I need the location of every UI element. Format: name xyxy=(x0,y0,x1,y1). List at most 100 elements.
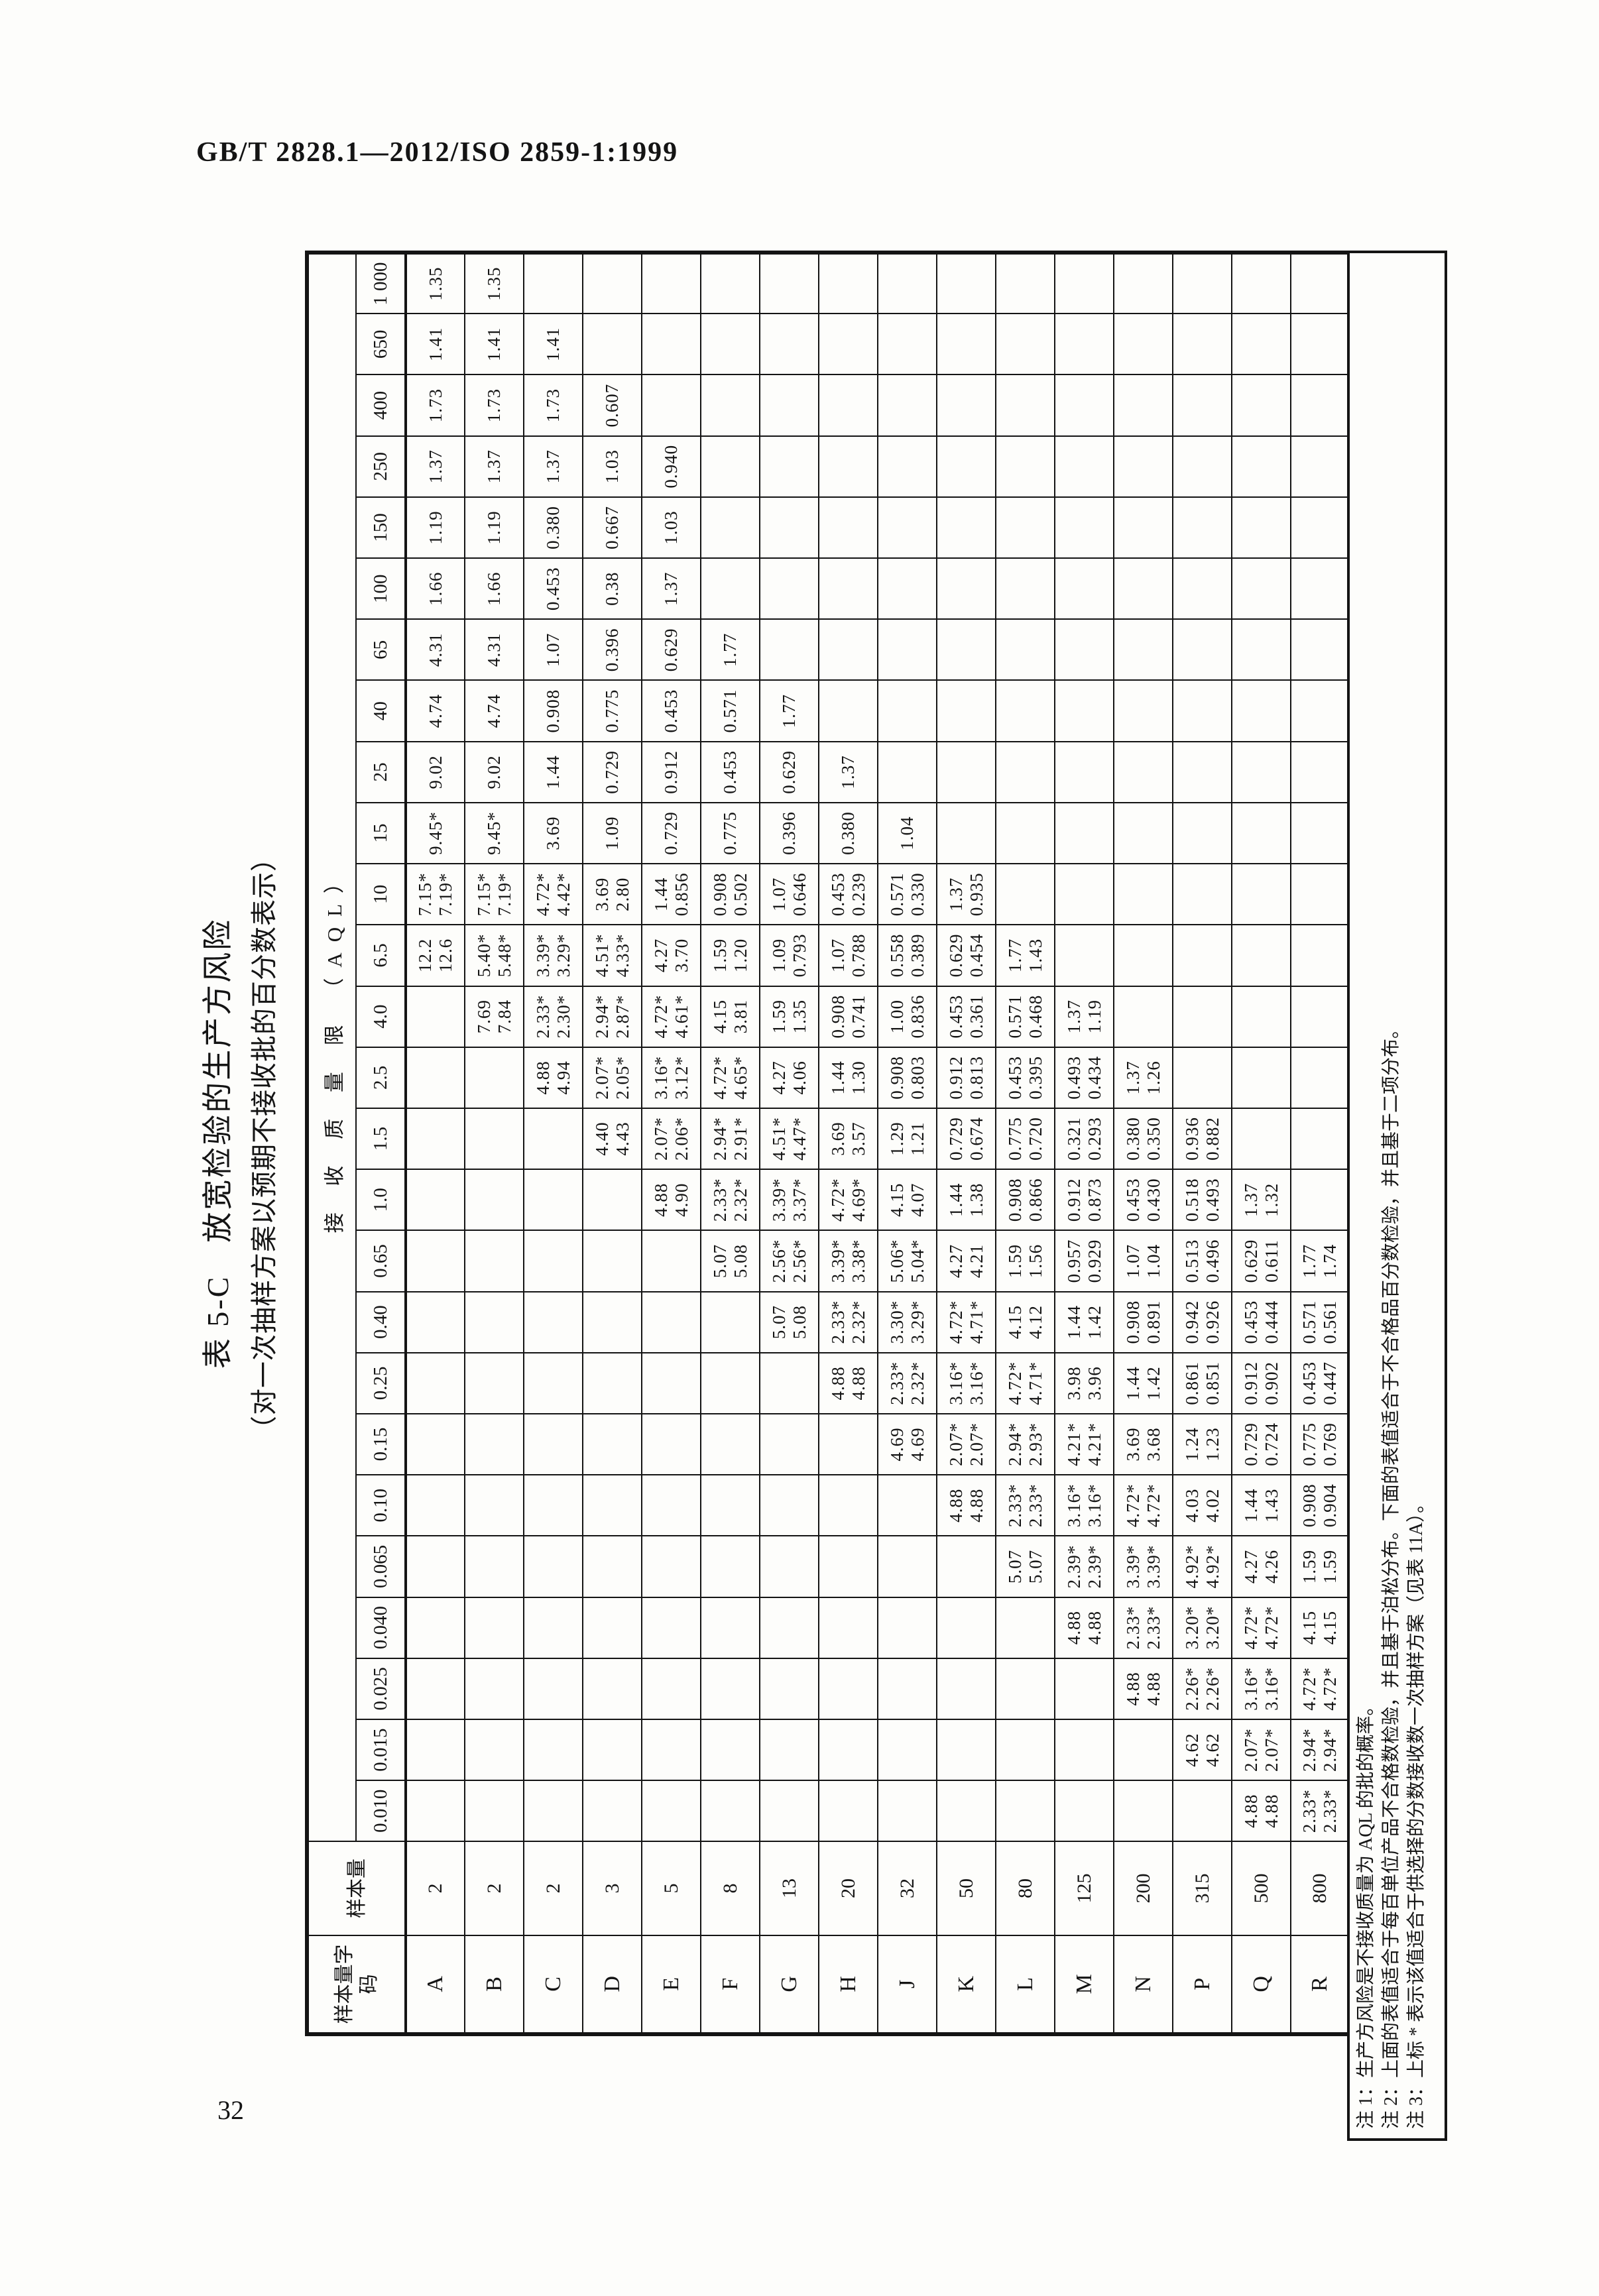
poisson-upper-value: 0.908 xyxy=(543,689,563,733)
poisson-upper-value: 4.27 xyxy=(945,1243,966,1279)
risk-value-cell: 1.24 1.23 xyxy=(1173,1413,1232,1475)
sample-size-cell: 50 xyxy=(937,1841,996,1935)
risk-value-cell xyxy=(583,1719,642,1781)
risk-value-cell xyxy=(1173,1780,1232,1842)
binomial-lower-value: 4.92* xyxy=(1202,1544,1222,1589)
risk-value-cell: 3.39* 3.37* xyxy=(760,1169,819,1231)
risk-value-cell xyxy=(819,253,878,314)
risk-value-cell: 2.07* 2.06* xyxy=(642,1108,701,1170)
risk-value-cell: 0.453 0.395 xyxy=(996,1047,1055,1108)
code-letter-row: Q 500 4.88 4.88 2.07* 2.07* 3.16* 3.16* 4.72* 4.7… xyxy=(1232,253,1291,2034)
code-letter-row: P 315 4.62 4.62 2.26* 2.26* 3.20* 3.20* 4.92* 4.9… xyxy=(1173,253,1232,2034)
risk-value-cell: 4.15 4.12 xyxy=(996,1291,1055,1353)
aql-col-header: 1.0 xyxy=(356,1169,406,1231)
aql-banner: 接 收 质 量 限 （AQL） xyxy=(307,253,356,1842)
poisson-upper-value: 0.908 xyxy=(709,872,730,917)
binomial-lower-value: 0.434 xyxy=(1084,1055,1104,1100)
risk-value-cell xyxy=(760,1475,819,1536)
poisson-upper-value: 4.88 xyxy=(532,1061,553,1095)
risk-value-cell xyxy=(878,1780,937,1842)
poisson-upper-value: 3.69 xyxy=(1122,1427,1143,1462)
poisson-upper-value: 1.73 xyxy=(484,388,504,423)
poisson-upper-value: 5.06* xyxy=(886,1239,907,1283)
binomial-lower-value: 4.65* xyxy=(730,1055,750,1100)
risk-value-cell: 0.775 xyxy=(701,802,760,864)
poisson-upper-value: 4.72* xyxy=(945,1300,966,1344)
binomial-lower-value: 4.47* xyxy=(789,1117,809,1161)
risk-value-cell xyxy=(1114,619,1173,681)
poisson-upper-value: 4.27 xyxy=(1240,1549,1261,1584)
poisson-upper-value: 3.69 xyxy=(827,1121,848,1156)
risk-value-cell: 2.26* 2.26* xyxy=(1173,1658,1232,1719)
risk-value-cell xyxy=(1173,741,1232,803)
risk-value-cell: 0.908 xyxy=(524,680,583,742)
binomial-lower-value: 3.16* xyxy=(1261,1666,1281,1711)
risk-value-cell xyxy=(760,1536,819,1597)
binomial-lower-value: 2.80 xyxy=(612,877,632,911)
risk-value-cell xyxy=(1232,864,1291,925)
poisson-upper-value: 1.41 xyxy=(484,327,504,362)
risk-value-cell xyxy=(1114,986,1173,1047)
poisson-upper-value: 12.2 xyxy=(415,938,435,973)
sample-size-cell: 5 xyxy=(642,1841,701,1935)
risk-value-cell: 4.03 4.02 xyxy=(1173,1475,1232,1536)
aql-col-header: 150 xyxy=(356,496,406,559)
poisson-upper-value: 0.396 xyxy=(602,628,622,672)
poisson-upper-value: 4.74 xyxy=(484,693,504,728)
poisson-upper-value: 3.20* xyxy=(1181,1605,1202,1650)
risk-value-cell xyxy=(937,680,996,742)
risk-value-cell: 0.453 xyxy=(701,741,760,803)
poisson-upper-value: 0.571 xyxy=(720,689,740,733)
poisson-upper-value: 4.72* xyxy=(1122,1483,1143,1528)
risk-value-cell xyxy=(819,619,878,681)
risk-value-cell xyxy=(701,314,760,375)
standard-number-header: GB/T 2828.1—2012/ISO 2859-1:1999 xyxy=(196,137,679,168)
risk-value-cell xyxy=(701,1475,760,1536)
binomial-lower-value: 1.21 xyxy=(907,1121,927,1156)
poisson-upper-value: 3.39* xyxy=(532,933,553,978)
poisson-upper-value: 2.94* xyxy=(1004,1422,1025,1466)
risk-value-cell xyxy=(465,1047,524,1108)
risk-value-cell: 4.74 xyxy=(465,680,524,742)
risk-value-cell xyxy=(1291,864,1350,925)
poisson-upper-value: 0.775 xyxy=(1299,1422,1319,1466)
risk-value-cell xyxy=(1114,925,1173,986)
poisson-upper-value: 1.07 xyxy=(1122,1243,1143,1279)
binomial-lower-value: 2.33* xyxy=(1143,1605,1163,1650)
risk-value-cell: 2.94* 2.91* xyxy=(701,1108,760,1170)
poisson-upper-value: 2.07* xyxy=(1240,1728,1261,1772)
poisson-upper-value: 0.775 xyxy=(602,689,622,733)
risk-value-cell xyxy=(701,253,760,314)
binomial-lower-value: 2.93* xyxy=(1025,1422,1045,1466)
risk-value-cell xyxy=(1291,619,1350,681)
risk-value-cell: 4.88 4.88 xyxy=(1114,1658,1173,1719)
risk-value-cell xyxy=(1291,253,1350,314)
binomial-lower-value: 0.561 xyxy=(1319,1300,1340,1344)
risk-value-cell: 1.44 1.42 xyxy=(1114,1352,1173,1414)
risk-value-cell: 4.69 4.69 xyxy=(878,1413,937,1475)
poisson-upper-value: 1.03 xyxy=(602,449,622,484)
risk-value-cell: 1.73 xyxy=(524,374,583,436)
binomial-lower-value: 3.70 xyxy=(671,938,691,973)
risk-value-cell: 4.27 4.21 xyxy=(937,1230,996,1292)
poisson-upper-value: 0.38 xyxy=(602,571,622,606)
risk-value-cell: 0.629 xyxy=(760,741,819,803)
poisson-upper-value: 1.04 xyxy=(897,816,917,850)
binomial-lower-value: 4.42* xyxy=(553,872,573,917)
poisson-upper-value: 0.453 xyxy=(543,567,563,611)
risk-value-cell: 1.59 1.20 xyxy=(701,925,760,986)
risk-value-cell: 1.37 xyxy=(406,435,465,497)
risk-value-cell xyxy=(1055,1719,1114,1781)
risk-value-cell xyxy=(937,374,996,436)
sample-size-cell: 2 xyxy=(524,1841,583,1935)
risk-value-cell: 3.16* 3.12* xyxy=(642,1047,701,1108)
risk-value-cell: 0.957 0.929 xyxy=(1055,1230,1114,1292)
risk-value-cell xyxy=(996,558,1055,620)
binomial-lower-value: 1.43 xyxy=(1025,938,1045,973)
binomial-lower-value: 0.330 xyxy=(907,872,927,917)
risk-value-cell: 1.44 1.43 xyxy=(1232,1475,1291,1536)
poisson-upper-value: 1.44 xyxy=(1240,1488,1261,1522)
binomial-lower-value: 1.04 xyxy=(1143,1243,1163,1279)
risk-value-cell xyxy=(1114,864,1173,925)
risk-value-cell: 1.37 xyxy=(465,435,524,497)
